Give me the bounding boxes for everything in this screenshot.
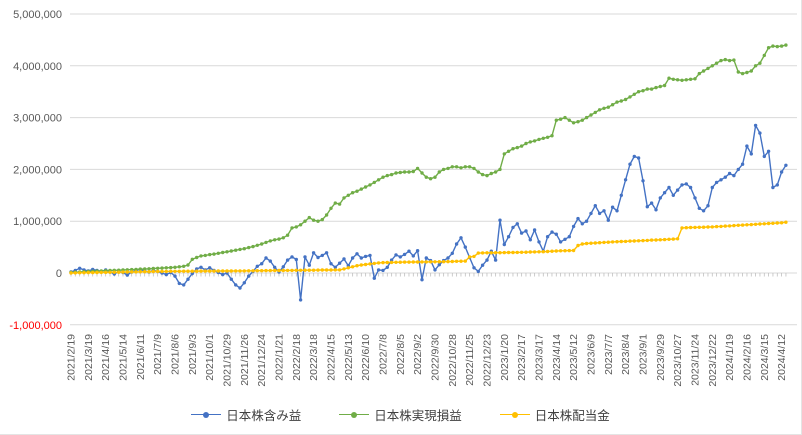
svg-text:2024/2/16: 2024/2/16 — [741, 334, 753, 381]
svg-text:2023/2/17: 2023/2/17 — [516, 334, 528, 381]
svg-text:2024/4/12: 2024/4/12 — [776, 334, 788, 381]
svg-text:2022/9/2: 2022/9/2 — [412, 334, 424, 375]
svg-text:2,000,000: 2,000,000 — [13, 164, 62, 176]
x-axis-ticks — [70, 273, 787, 277]
svg-text:4,000,000: 4,000,000 — [13, 61, 62, 73]
svg-text:2021/5/14: 2021/5/14 — [117, 334, 129, 381]
x-axis-labels: 2021/2/19 2021/3/19 2021/4/16 2021/5/14 2021… — [66, 334, 789, 387]
legend-label: 日本株含み益 — [226, 409, 302, 423]
svg-text:2021/6/11: 2021/6/11 — [135, 334, 147, 380]
svg-text:2021/10/1: 2021/10/1 — [204, 334, 216, 381]
legend-item-unrealized-gain[interactable]: 日本株含み益 — [191, 405, 301, 424]
svg-text:2023/11/24: 2023/11/24 — [689, 334, 701, 386]
svg-text:2022/2/18: 2022/2/18 — [291, 334, 303, 381]
svg-text:2024/1/19: 2024/1/19 — [724, 334, 736, 381]
legend-item-realized-gain[interactable]: 日本株実現損益 — [339, 405, 462, 424]
svg-text:2022/3/18: 2022/3/18 — [308, 334, 320, 381]
svg-text:2021/11/26: 2021/11/26 — [239, 334, 251, 386]
svg-text:2022/4/15: 2022/4/15 — [325, 334, 337, 381]
svg-text:2021/12/24: 2021/12/24 — [256, 334, 268, 387]
svg-text:2021/3/19: 2021/3/19 — [83, 334, 95, 381]
svg-text:2021/2/19: 2021/2/19 — [66, 334, 78, 381]
chart-legend: 日本株含み益 日本株実現損益 日本株配当金 — [0, 405, 801, 424]
svg-text:2023/1/20: 2023/1/20 — [499, 334, 511, 381]
svg-text:2021/10/29: 2021/10/29 — [221, 334, 233, 387]
svg-text:2023/9/29: 2023/9/29 — [655, 334, 667, 381]
legend-label: 日本株実現損益 — [374, 409, 462, 423]
svg-text:3,000,000: 3,000,000 — [13, 113, 62, 125]
svg-text:2024/3/15: 2024/3/15 — [759, 334, 771, 381]
legend-marker-icon — [191, 411, 222, 418]
svg-text:2023/3/17: 2023/3/17 — [533, 334, 545, 381]
svg-text:2022/8/5: 2022/8/5 — [395, 334, 407, 375]
svg-text:-1,000,000: -1,000,000 — [9, 320, 62, 332]
svg-text:2022/9/30: 2022/9/30 — [429, 334, 441, 381]
svg-text:2023/9/1: 2023/9/1 — [637, 334, 649, 375]
svg-text:0: 0 — [56, 268, 62, 280]
legend-label: 日本株配当金 — [534, 409, 610, 423]
svg-text:2023/8/4: 2023/8/4 — [620, 334, 632, 375]
y-axis-labels: 5,000,000 4,000,000 3,000,000 2,000,000 1,00… — [9, 9, 62, 332]
svg-text:2021/8/6: 2021/8/6 — [169, 334, 181, 375]
svg-text:2022/12/23: 2022/12/23 — [481, 334, 493, 387]
series-lines — [69, 43, 788, 302]
legend-marker-icon — [339, 411, 370, 418]
svg-text:2023/10/27: 2023/10/27 — [672, 334, 684, 387]
svg-text:2022/6/10: 2022/6/10 — [360, 334, 372, 381]
svg-text:2023/7/7: 2023/7/7 — [603, 334, 615, 375]
svg-text:2022/5/13: 2022/5/13 — [343, 334, 355, 381]
svg-text:2023/5/12: 2023/5/12 — [568, 334, 580, 381]
svg-text:2022/11/25: 2022/11/25 — [464, 334, 476, 386]
svg-text:5,000,000: 5,000,000 — [13, 9, 62, 21]
svg-text:2021/9/3: 2021/9/3 — [187, 334, 199, 375]
legend-marker-icon — [499, 411, 530, 418]
svg-text:2021/7/9: 2021/7/9 — [152, 334, 164, 375]
svg-text:2023/4/14: 2023/4/14 — [551, 334, 563, 381]
svg-text:2022/1/21: 2022/1/21 — [273, 334, 285, 381]
legend-item-dividend[interactable]: 日本株配当金 — [499, 405, 610, 424]
gridlines — [70, 13, 797, 326]
svg-text:2022/10/28: 2022/10/28 — [447, 334, 459, 387]
svg-text:1,000,000: 1,000,000 — [13, 216, 62, 228]
svg-text:2021/4/16: 2021/4/16 — [100, 334, 112, 381]
svg-text:2023/12/22: 2023/12/22 — [707, 334, 719, 387]
svg-text:2023/6/9: 2023/6/9 — [585, 334, 597, 375]
svg-text:2022/7/8: 2022/7/8 — [377, 334, 389, 375]
